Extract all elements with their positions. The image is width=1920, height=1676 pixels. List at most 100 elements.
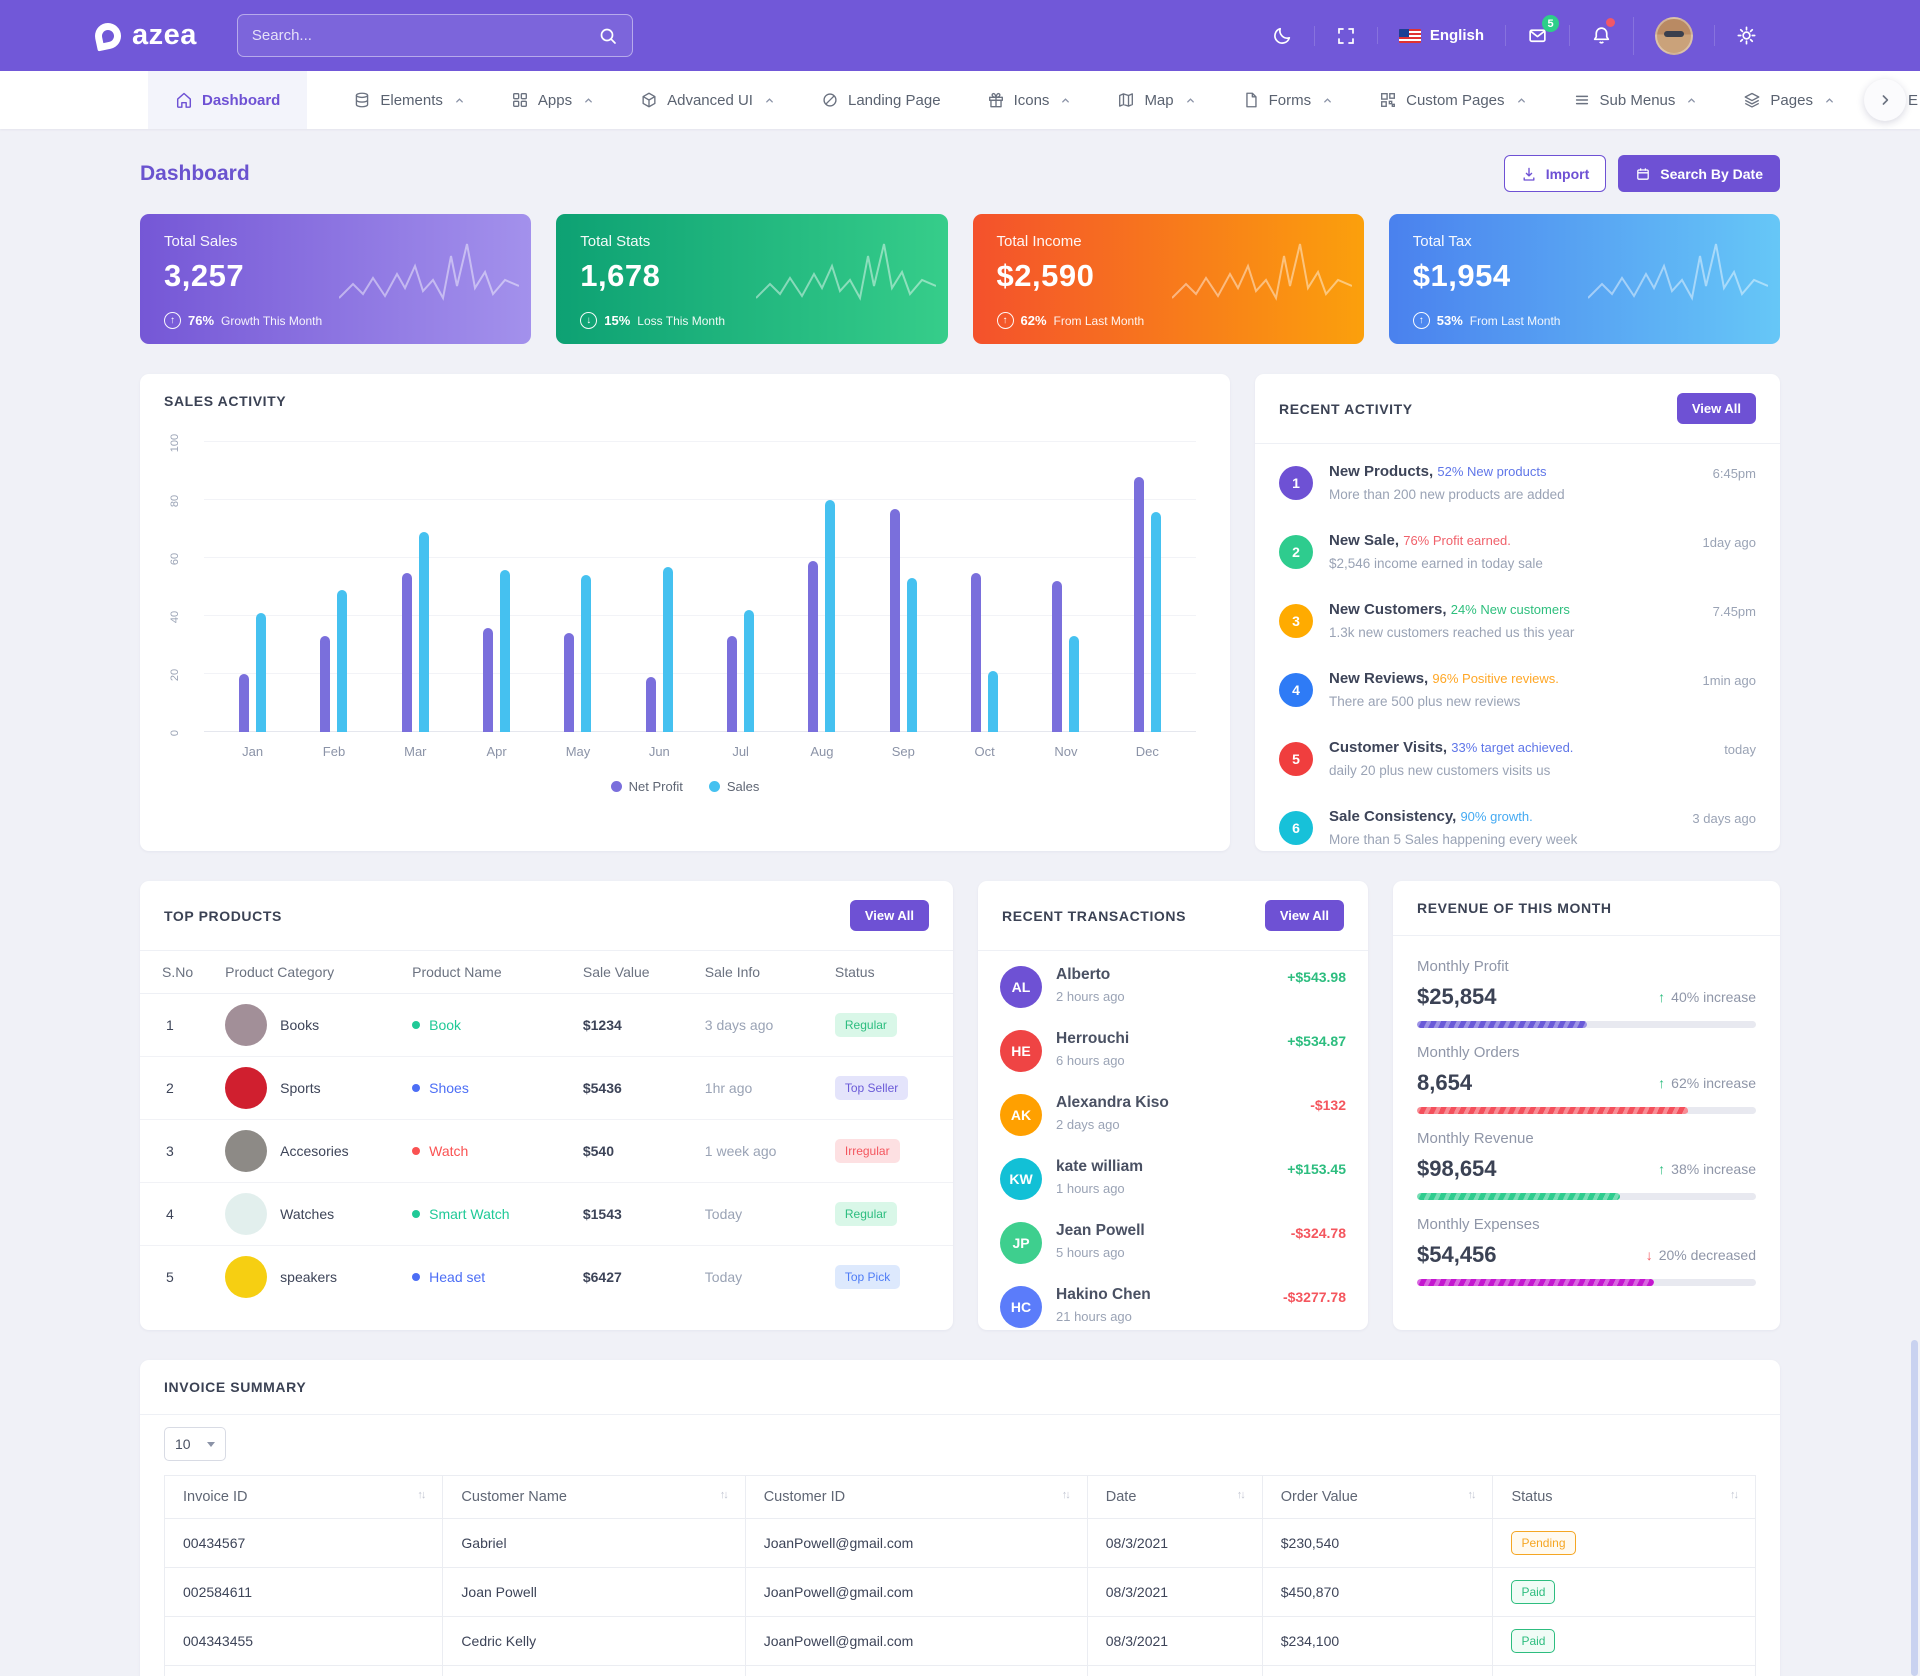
menu-item-dashboard[interactable]: Dashboard: [148, 71, 308, 129]
menu-item-pages[interactable]: Pages: [1743, 71, 1835, 129]
chevron-up-icon: [764, 95, 775, 106]
arrow-up-circle-icon: ↑: [164, 312, 181, 329]
sortable-column-customer-id[interactable]: Customer ID ↑↓: [744, 1475, 1088, 1519]
main-menu: Dashboard Elements Apps Advanced UI Land…: [0, 71, 1920, 129]
menu-scroll-right-button[interactable]: [1864, 79, 1906, 121]
menu-item-apps[interactable]: Apps: [511, 71, 594, 129]
menu-item-map[interactable]: Map: [1117, 71, 1195, 129]
menu-item-icons[interactable]: Icons: [987, 71, 1072, 129]
change-indicator: 40% increase: [1658, 989, 1756, 1005]
legend-item-sales[interactable]: Sales: [708, 779, 759, 794]
bar-group-feb: [320, 442, 348, 732]
bar-net-profit-jun: [645, 676, 656, 732]
sortable-column-customer-name[interactable]: Customer Name ↑↓: [442, 1475, 746, 1519]
revenue-metric: Monthly Expenses $54,456 20% decreased: [1417, 1216, 1756, 1286]
legend-item-net-profit[interactable]: Net Profit: [610, 779, 683, 794]
sortable-column-invoice-id[interactable]: Invoice ID ↑↓: [163, 1475, 444, 1519]
product-thumbnail: [225, 1193, 268, 1235]
chevron-right-icon: [1877, 92, 1893, 108]
y-tick: 40: [169, 610, 181, 624]
dark-mode-button[interactable]: [1251, 25, 1314, 46]
sort-arrows-icon: ↑↓: [719, 1489, 729, 1501]
sparkline: [1171, 243, 1352, 299]
notification-dot: [1606, 18, 1615, 27]
app-logo[interactable]: azea: [92, 19, 197, 52]
search-input[interactable]: [251, 27, 598, 44]
status-badge: Top Seller: [834, 1076, 909, 1100]
bar-net-profit-jan: [239, 674, 250, 732]
transaction-amount: -$3277.78: [1282, 1289, 1346, 1305]
bar-group-jun: [645, 442, 673, 732]
gift-icon: [987, 91, 1005, 109]
chart-legend: Net Profit Sales: [140, 779, 1230, 794]
messages-button[interactable]: 5: [1505, 15, 1569, 46]
download-icon: [1521, 166, 1537, 182]
notifications-button[interactable]: [1569, 18, 1633, 46]
menu-item-elements[interactable]: Elements: [353, 71, 465, 129]
x-tick-may: May: [565, 744, 591, 759]
sort-arrows-icon: ↑↓: [1061, 1489, 1071, 1501]
sortable-column-order-value[interactable]: Order Value ↑↓: [1261, 1475, 1494, 1519]
panel-title: INVOICE SUMMARY: [164, 1379, 307, 1395]
bar-net-profit-sep: [889, 508, 900, 732]
menu-item-custom-pages[interactable]: Custom Pages: [1379, 71, 1526, 129]
bar-sales-sep: [906, 578, 917, 732]
language-label: English: [1429, 27, 1484, 44]
caret-down-icon: [207, 1441, 215, 1447]
bar-group-aug: [808, 442, 836, 732]
sortable-column-status[interactable]: Status ↑↓: [1492, 1475, 1756, 1519]
x-tick-jul: Jul: [732, 744, 749, 759]
navbar-search[interactable]: [236, 14, 633, 57]
transaction-amount: +$153.45: [1287, 1161, 1346, 1177]
transaction-amount: -$324.78: [1290, 1225, 1346, 1241]
progress-bar: [1417, 1279, 1756, 1286]
menu-item-forms[interactable]: Forms: [1242, 71, 1334, 129]
arrow-up-circle-icon: ↑: [1412, 312, 1430, 329]
bar-group-dec: [1133, 442, 1161, 732]
arrow-up-circle-icon: ↑: [996, 312, 1014, 329]
menu-item-advanced-ui[interactable]: Advanced UI: [640, 71, 775, 129]
page-title: Dashboard: [140, 161, 250, 185]
chevron-up-icon: [454, 95, 465, 106]
revenue-metric: Monthly Orders 8,654 62% increase: [1417, 1044, 1756, 1114]
bar-net-profit-apr: [483, 627, 494, 732]
settings-button[interactable]: [1714, 25, 1778, 46]
x-tick-jun: Jun: [648, 744, 670, 759]
avatar: HE: [1000, 1030, 1042, 1072]
fullscreen-button[interactable]: [1313, 25, 1377, 46]
scrollbar-thumb[interactable]: [1911, 1340, 1918, 1676]
menu-item-landing-page[interactable]: Landing Page: [821, 71, 941, 129]
custom-grid-icon: [1379, 91, 1397, 109]
gridline: [204, 499, 1196, 500]
avatar: AK: [1000, 1094, 1042, 1136]
search-by-date-button[interactable]: Search By Date: [1618, 155, 1780, 192]
chevron-up-icon: [1060, 95, 1071, 106]
transaction-item: AK Alexandra Kiso 2 days ago -$132: [1000, 1083, 1346, 1147]
product-thumbnail: [225, 1130, 268, 1172]
gear-icon: [1736, 25, 1757, 46]
menu-item-sub-menus[interactable]: Sub Menus: [1573, 71, 1698, 129]
transaction-amount: +$543.98: [1287, 969, 1346, 985]
bar-net-profit-aug: [808, 560, 819, 732]
status-badge: Pending: [1511, 1531, 1576, 1555]
avatar: HC: [1000, 1286, 1042, 1328]
bar-net-profit-oct: [971, 572, 982, 732]
view-all-button[interactable]: View All: [1676, 393, 1756, 424]
view-all-button[interactable]: View All: [849, 900, 929, 931]
import-button[interactable]: Import: [1503, 155, 1607, 192]
profile-button[interactable]: [1633, 16, 1714, 55]
us-flag-icon: [1398, 28, 1421, 43]
page-size-select[interactable]: 10: [164, 1427, 226, 1461]
language-selector[interactable]: English: [1376, 27, 1505, 44]
transaction-item: AL Alberto 2 hours ago +$543.98: [1000, 955, 1346, 1019]
view-all-button[interactable]: View All: [1264, 900, 1344, 931]
panel-title: RECENT TRANSACTIONS: [1002, 907, 1187, 924]
x-tick-apr: Apr: [486, 744, 507, 759]
search-icon[interactable]: [598, 26, 618, 46]
logo-text: azea: [132, 19, 197, 51]
y-tick: 80: [169, 494, 181, 508]
status-badge: Paid: [1511, 1629, 1556, 1653]
sortable-column-date[interactable]: Date ↑↓: [1086, 1475, 1263, 1519]
recent-transactions-panel: RECENT TRANSACTIONS View All AL Alberto 2…: [978, 881, 1368, 1330]
pen-circle-icon: [821, 91, 839, 109]
